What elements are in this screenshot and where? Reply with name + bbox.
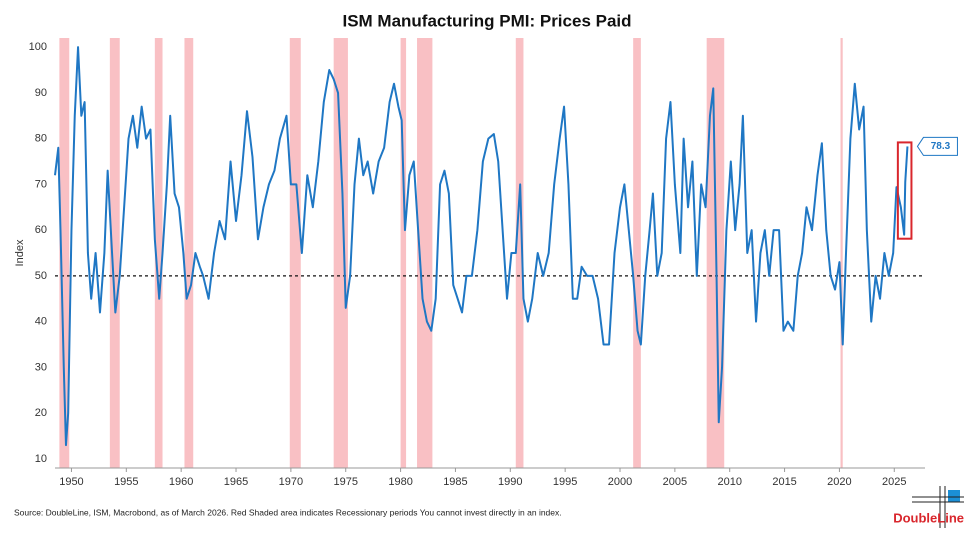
recession-band bbox=[154, 38, 163, 468]
y-tick-label: 20 bbox=[35, 407, 47, 419]
recession-band bbox=[109, 38, 120, 468]
x-tick-label: 1985 bbox=[443, 476, 467, 488]
x-tick-label: 2025 bbox=[882, 476, 906, 488]
highlight-box bbox=[896, 141, 913, 240]
x-tick-label: 1960 bbox=[169, 476, 193, 488]
x-tick-label: 1955 bbox=[114, 476, 138, 488]
y-tick-label: 60 bbox=[35, 224, 47, 236]
y-tick-label: 100 bbox=[29, 41, 47, 53]
x-tick-label: 1975 bbox=[333, 476, 357, 488]
callout-box bbox=[916, 136, 958, 156]
y-tick-label: 80 bbox=[35, 133, 47, 145]
value-label: 78.3 bbox=[931, 141, 951, 152]
x-tick-label: 2005 bbox=[663, 476, 687, 488]
x-tick-label: 2010 bbox=[717, 476, 741, 488]
recession-band bbox=[633, 38, 641, 468]
source-note: Source: DoubleLine, ISM, Macrobond, as o… bbox=[14, 507, 562, 517]
recession-band bbox=[840, 38, 843, 468]
x-tick-label: 1970 bbox=[279, 476, 303, 488]
y-tick-label: 10 bbox=[35, 453, 47, 465]
logo-graphic bbox=[912, 486, 964, 528]
recession-band bbox=[515, 38, 524, 468]
recession-band bbox=[333, 38, 348, 468]
y-tick-label: 40 bbox=[35, 316, 47, 328]
x-tick-label: 1980 bbox=[388, 476, 412, 488]
recession-band bbox=[184, 38, 194, 468]
x-tick-label: 1995 bbox=[553, 476, 577, 488]
chart-title: ISM Manufacturing PMI: Prices Paid bbox=[342, 11, 631, 30]
recession-band bbox=[417, 38, 433, 468]
recession-band bbox=[59, 38, 70, 468]
y-tick-label: 50 bbox=[35, 270, 47, 282]
recession-band bbox=[400, 38, 407, 468]
x-tick-label: 1965 bbox=[224, 476, 248, 488]
x-tick-label: 2015 bbox=[772, 476, 796, 488]
y-axis-label: Index bbox=[14, 239, 26, 266]
logo-square bbox=[948, 490, 960, 502]
x-tick-label: 1950 bbox=[59, 476, 83, 488]
data-line bbox=[54, 46, 909, 447]
recession-band bbox=[289, 38, 301, 468]
x-tick-label: 2020 bbox=[827, 476, 851, 488]
x-tick-label: 2000 bbox=[608, 476, 632, 488]
x-tick-label: 1990 bbox=[498, 476, 522, 488]
y-tick-label: 30 bbox=[35, 361, 47, 373]
logo-text: DoubleLine bbox=[893, 510, 964, 525]
y-tick-label: 70 bbox=[35, 178, 47, 190]
y-tick-label: 90 bbox=[35, 87, 47, 99]
